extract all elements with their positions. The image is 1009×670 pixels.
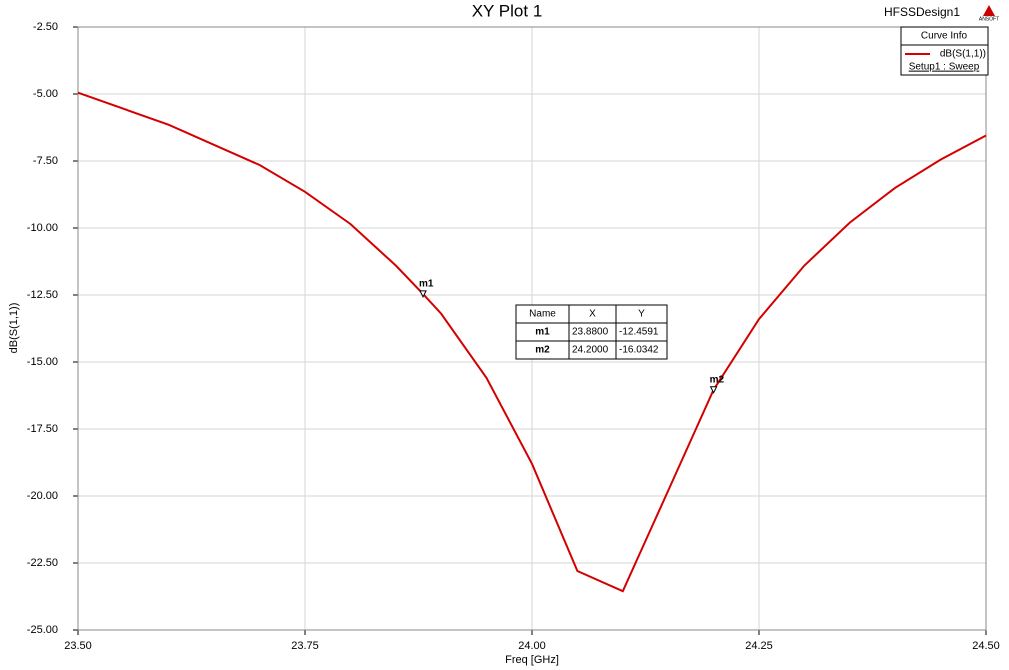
y-tick-label: -12.50: [27, 289, 58, 301]
y-axis-label: dB(S(1,1)): [8, 303, 20, 354]
logo: ANSOFT: [979, 16, 999, 22]
table-cell: -12.4591: [619, 327, 659, 338]
table-cell: 23.8800: [572, 327, 609, 338]
y-tick-label: -17.50: [27, 423, 58, 435]
y-tick-label: -22.50: [27, 557, 58, 569]
x-tick-label: 24.50: [972, 640, 1000, 652]
legend-sweep: Setup1 : Sweep: [909, 62, 980, 73]
table-header: Name: [529, 309, 556, 320]
marker: [709, 386, 718, 394]
marker: [419, 290, 427, 299]
series-line: [77, 91, 987, 593]
y-tick-label: -15.00: [27, 356, 58, 368]
legend-entry: dB(S(1,1)): [940, 49, 986, 60]
table-cell: m1: [535, 327, 550, 338]
x-tick-label: 23.75: [291, 640, 319, 652]
x-tick-label: 24.25: [745, 640, 773, 652]
y-tick-label: -20.00: [27, 490, 58, 502]
x-tick-label: 24.00: [518, 640, 546, 652]
y-tick-label: -25.00: [27, 624, 58, 636]
table-cell: 24.2000: [572, 345, 609, 356]
table-cell: -16.0342: [619, 345, 659, 356]
plot-border: [77, 26, 987, 631]
y-tick-label: -7.50: [33, 155, 58, 167]
x-axis-label: Freq [GHz]: [505, 654, 559, 666]
chart-title: XY Plot 1: [472, 1, 543, 20]
x-tick-label: 23.50: [64, 640, 92, 652]
marker-label: m1: [419, 279, 434, 290]
legend-box: [900, 26, 989, 76]
table-box: [515, 304, 668, 360]
y-tick-label: -2.50: [33, 21, 58, 33]
table-header: X: [589, 309, 596, 320]
y-tick-label: -5.00: [33, 88, 58, 100]
design-name: HFSSDesign1: [884, 5, 960, 19]
y-tick-label: -10.00: [27, 222, 58, 234]
logo-icon: [983, 5, 995, 16]
table-header: Y: [638, 309, 645, 320]
marker-label: m2: [710, 374, 725, 385]
table-cell: m2: [535, 345, 550, 356]
legend-title: Curve Info: [921, 31, 968, 42]
